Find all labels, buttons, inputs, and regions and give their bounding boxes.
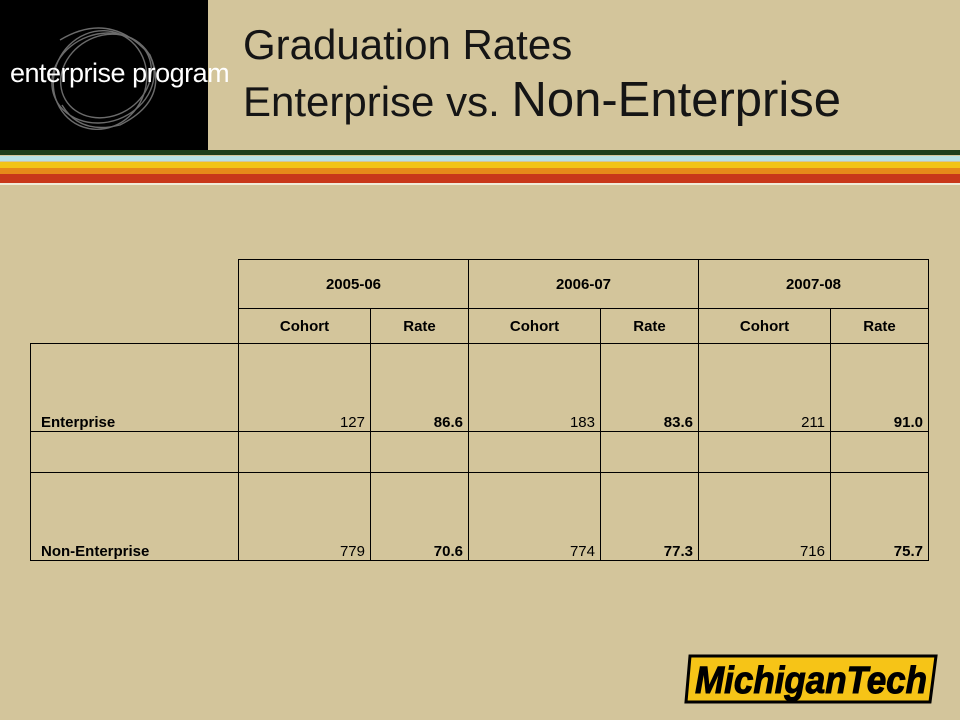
brand-text: MichiganTech <box>695 660 927 702</box>
title-line-2: Enterprise vs. Non-Enterprise <box>243 75 841 127</box>
rate-cell: 86.6 <box>370 343 469 432</box>
rate-cell: 83.6 <box>600 343 699 432</box>
rate-cell: 91.0 <box>830 343 929 432</box>
title-vs: vs. <box>446 78 512 125</box>
rate-cell: 75.7 <box>830 472 929 561</box>
row-label: Non-Enterprise <box>30 472 239 561</box>
stripe-orange <box>0 168 960 174</box>
year-header: 2007-08 <box>698 259 929 309</box>
cohort-cell: 774 <box>468 472 601 561</box>
rate-cell: 70.6 <box>370 472 469 561</box>
logo-text: enterprise program <box>10 58 230 88</box>
title-non-enterprise: Non-Enterprise <box>511 73 841 127</box>
row-label: Enterprise <box>30 343 239 432</box>
cohort-cell: 779 <box>238 472 371 561</box>
stripe-dark-green <box>0 150 960 155</box>
column-header-rate: Rate <box>830 308 929 344</box>
table-spacer-row <box>30 431 929 473</box>
enterprise-program-logo: enterprise program <box>0 0 230 152</box>
michigan-tech-logo: MichiganTech <box>684 652 940 711</box>
cohort-cell: 127 <box>238 343 371 432</box>
swirl-icon <box>51 27 157 131</box>
table-row: Enterprise 127 86.6 183 83.6 211 91.0 <box>30 343 929 432</box>
year-header-row: 2005-06 2006-07 2007-08 <box>31 259 929 309</box>
column-header-rate: Rate <box>370 308 469 344</box>
stripe-light-blue <box>0 156 960 161</box>
column-header-cohort: Cohort <box>698 308 831 344</box>
column-header-cohort: Cohort <box>238 308 371 344</box>
stripe-red <box>0 174 960 183</box>
title-enterprise: Enterprise <box>243 78 447 125</box>
stripe-yellow <box>0 162 960 168</box>
year-header: 2005-06 <box>238 259 469 309</box>
table-row: Non-Enterprise 779 70.6 774 77.3 716 75.… <box>30 472 929 561</box>
year-header: 2006-07 <box>468 259 699 309</box>
rate-cell: 77.3 <box>600 472 699 561</box>
stripe-white <box>0 183 960 185</box>
subheader-row: Cohort Rate Cohort Rate Cohort Rate <box>31 308 929 344</box>
cohort-cell: 211 <box>698 343 831 432</box>
graduation-rates-table: 2005-06 2006-07 2007-08 Cohort Rate Coho… <box>30 259 929 561</box>
cohort-cell: 183 <box>468 343 601 432</box>
column-header-rate: Rate <box>600 308 699 344</box>
cohort-cell: 716 <box>698 472 831 561</box>
title-line-1: Graduation Rates <box>243 21 573 68</box>
page-title: Graduation Rates Enterprise vs. Non-Ente… <box>243 20 841 127</box>
column-header-cohort: Cohort <box>468 308 601 344</box>
